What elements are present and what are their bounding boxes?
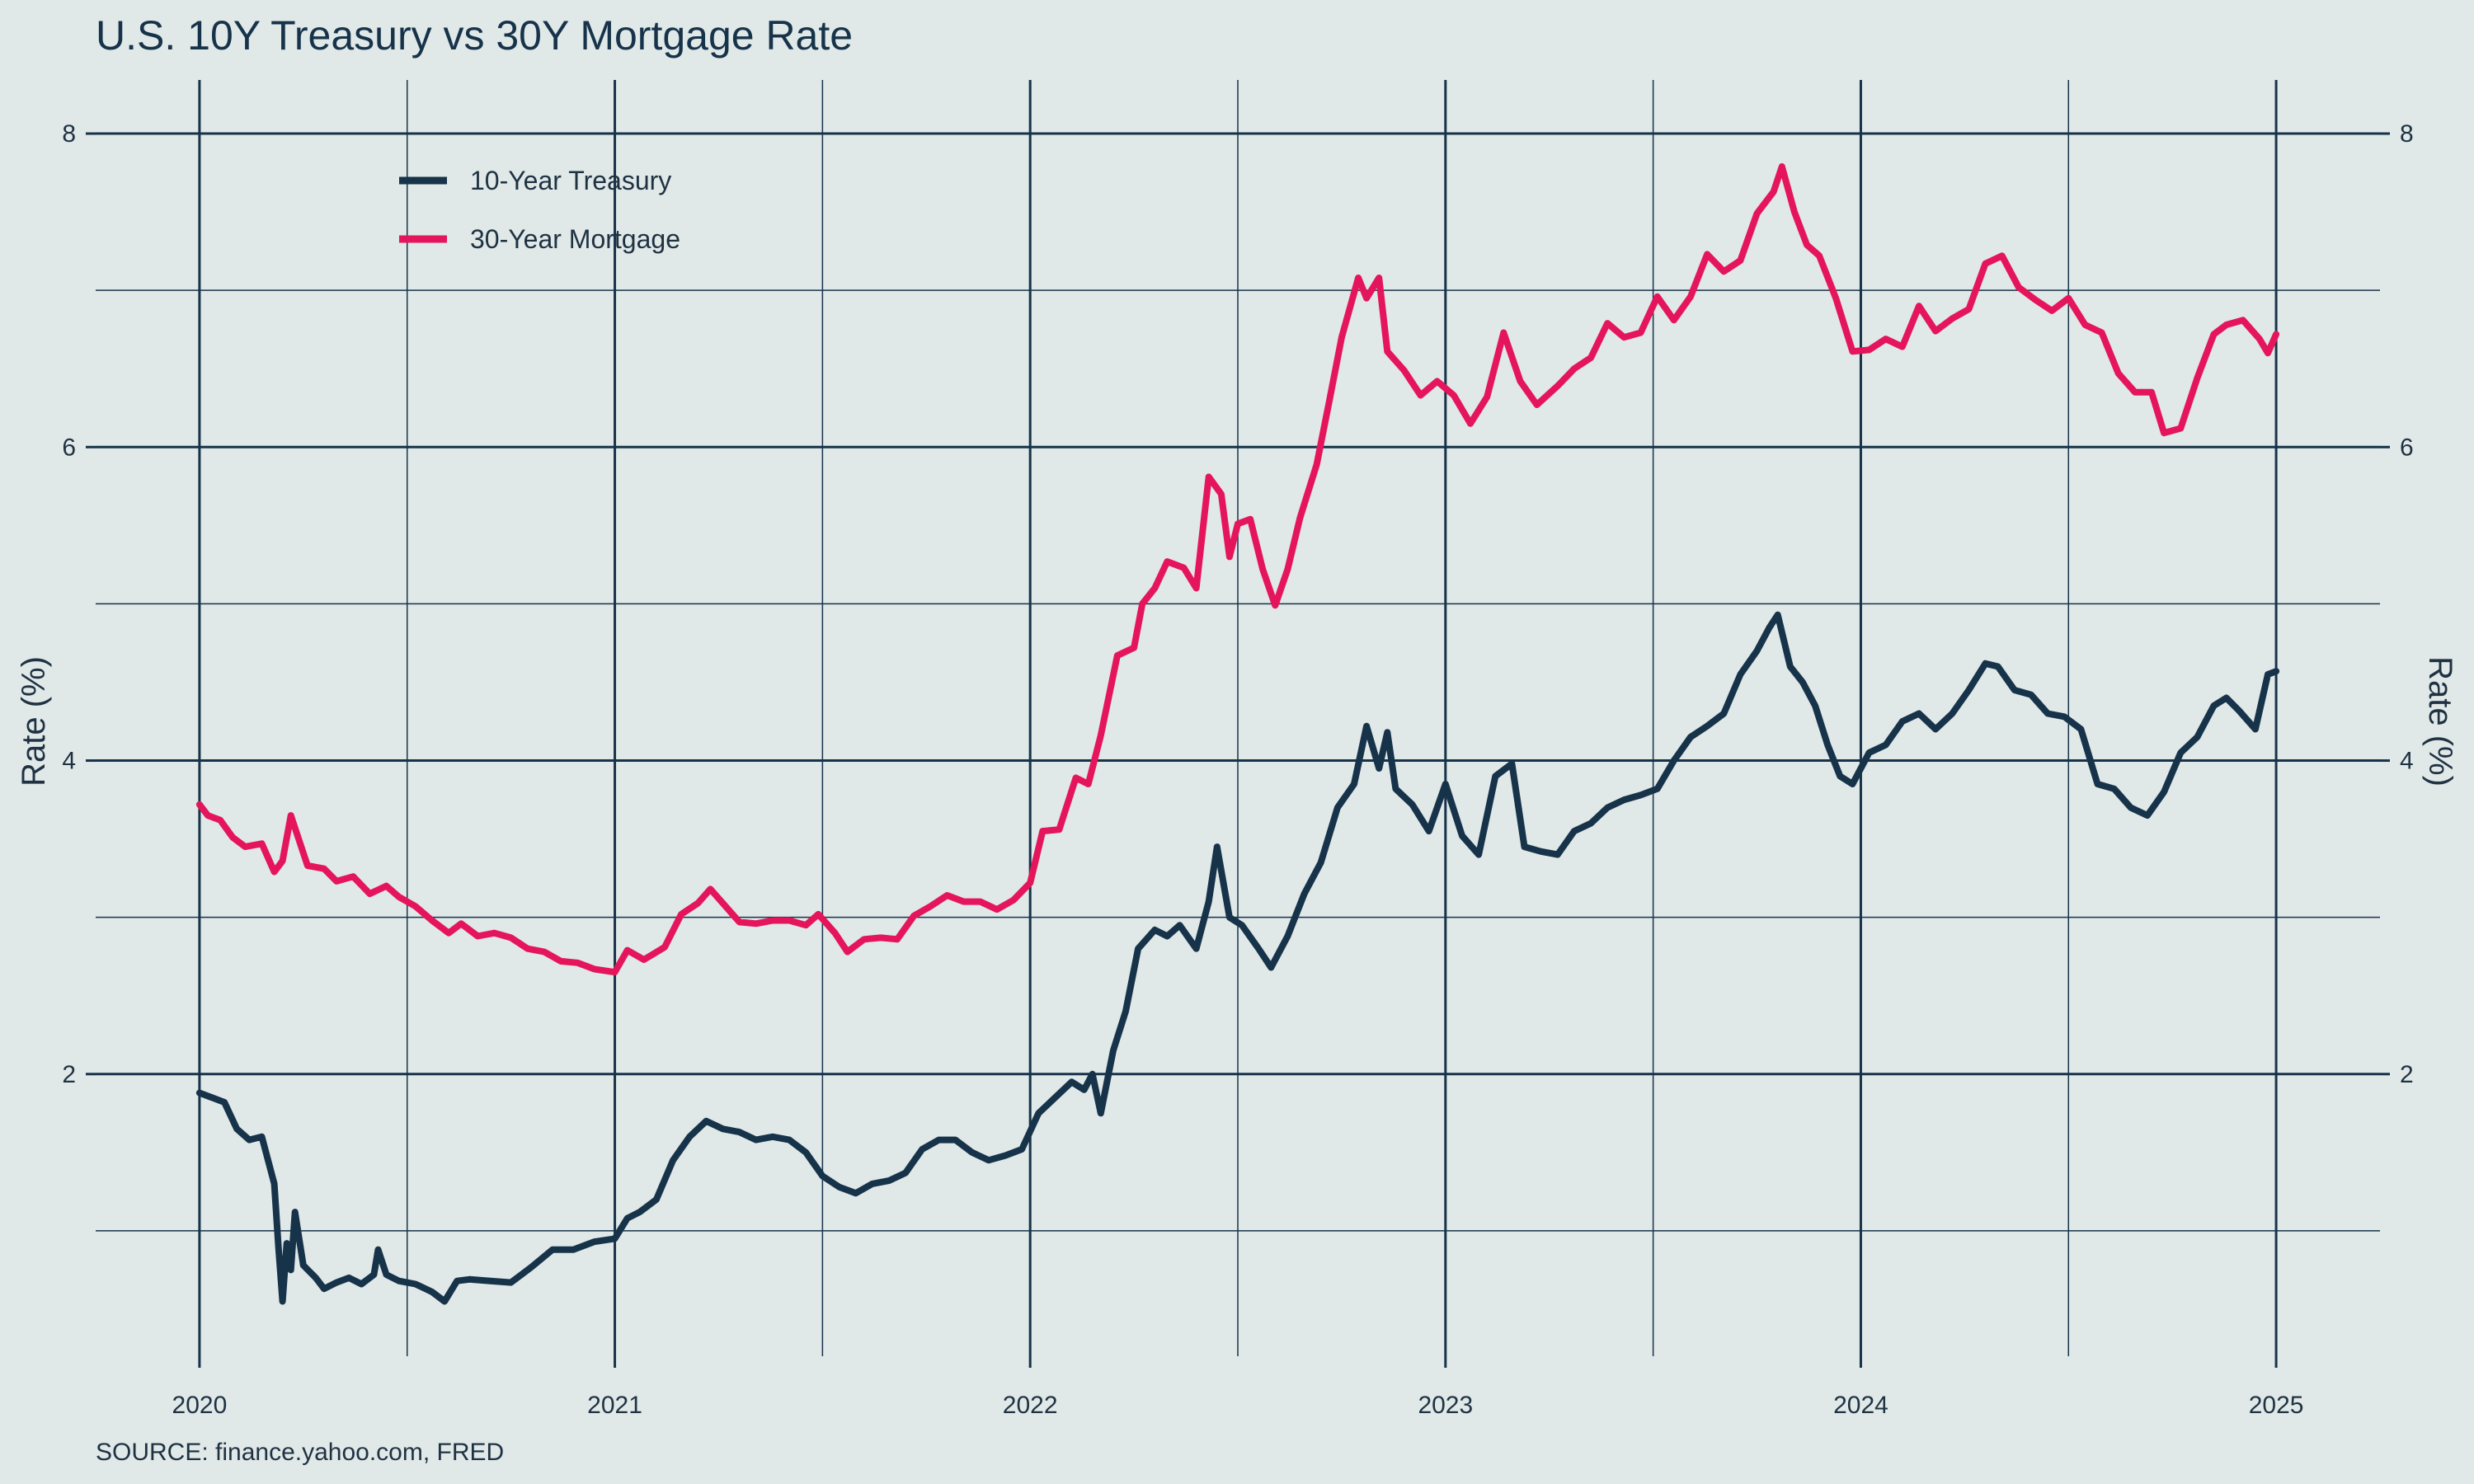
x-tick-label: 2021 — [587, 1392, 642, 1419]
x-tick-label: 2022 — [1003, 1392, 1058, 1419]
y-tick-label-right: 8 — [2400, 120, 2414, 148]
y-tick-label-left: 8 — [62, 120, 76, 148]
30-year-mortgage-line — [195, 163, 2280, 976]
y-tick-label-left: 4 — [62, 748, 76, 775]
x-tick-label: 2024 — [1833, 1392, 1888, 1419]
legend-label-treasury: 10-Year Treasury — [470, 166, 671, 195]
y-tick-label-left: 2 — [62, 1061, 76, 1088]
y-tick-label-right: 2 — [2400, 1061, 2414, 1088]
y-tick-label-right: 4 — [2400, 748, 2414, 775]
x-tick-label: 2025 — [2249, 1392, 2304, 1419]
y-axis-label-left: Rate (%) — [16, 656, 52, 787]
axes: 2 2 4 4 6 6 8 8 2020 2021 2022 2023 2024 2025 — [62, 120, 2413, 1419]
x-tick-label: 2023 — [1418, 1392, 1473, 1419]
10-year-treasury-line — [195, 611, 2280, 1305]
chart-title: U.S. 10Y Treasury vs 30Y Mortgage Rate — [96, 12, 853, 59]
y-tick-label-right: 6 — [2400, 434, 2414, 461]
x-tick-label: 2020 — [172, 1392, 228, 1419]
y-tick-label-left: 6 — [62, 434, 76, 461]
source-note: SOURCE: finance.yahoo.com, FRED — [96, 1439, 504, 1466]
legend: 10-Year Treasury 30-Year Mortgage — [399, 166, 680, 254]
y-axis-label-right: Rate (%) — [2422, 656, 2458, 787]
legend-label-mortgage: 30-Year Mortgage — [470, 224, 680, 254]
series-lines — [195, 163, 2280, 1305]
